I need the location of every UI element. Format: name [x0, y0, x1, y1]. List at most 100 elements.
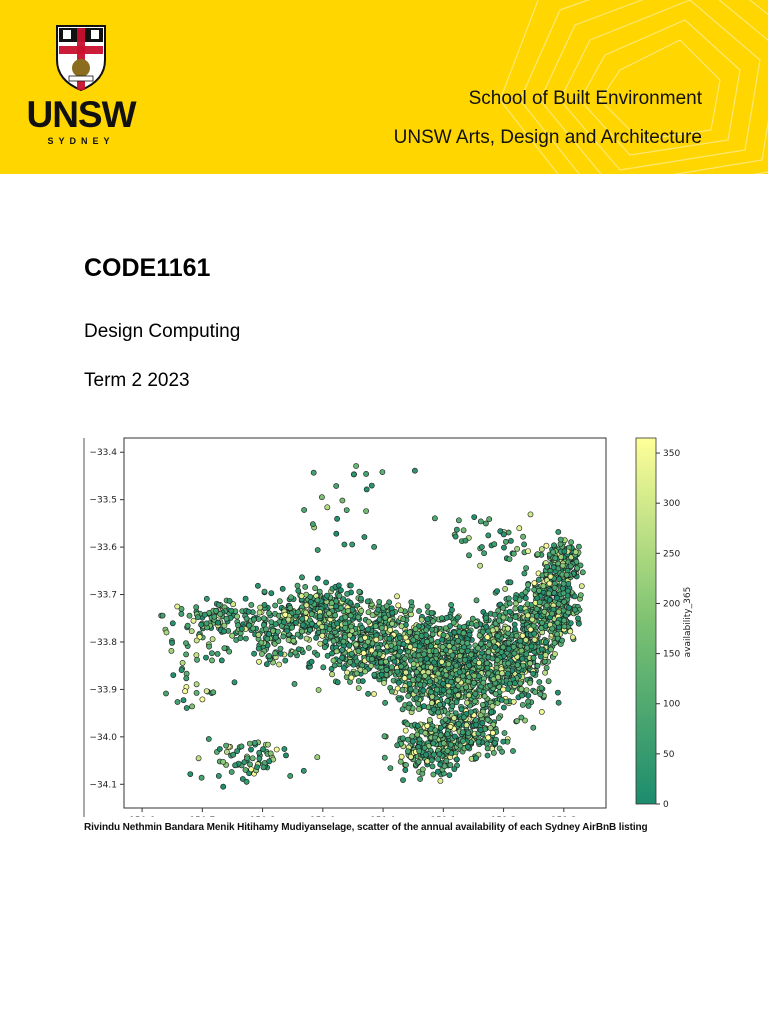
scatter-point [402, 669, 409, 676]
scatter-point [256, 755, 263, 762]
scatter-point [402, 634, 409, 641]
scatter-point [476, 659, 482, 666]
scatter-point [245, 608, 252, 615]
scatter-point [287, 651, 294, 658]
scatter-point [379, 469, 386, 475]
scatter-point [440, 740, 447, 747]
scatter-point [266, 631, 272, 637]
scatter-point [368, 647, 375, 654]
scatter-point [365, 618, 372, 625]
scatter-point [485, 734, 492, 741]
scatter-point [437, 777, 444, 784]
scatter-point [479, 628, 486, 635]
scatter-point [182, 688, 188, 695]
scatter-point [169, 639, 175, 646]
scatter-point [521, 541, 527, 548]
scatter-point [536, 599, 543, 606]
scatter-point [502, 585, 508, 592]
scatter-point [178, 610, 185, 617]
scatter-point [347, 612, 354, 619]
scatter-point [414, 722, 421, 729]
scatter-point [527, 626, 534, 633]
scatter-point [382, 614, 389, 621]
scatter-point [440, 632, 447, 638]
colorbar-tick-label: 150 [663, 650, 680, 660]
scatter-point [294, 582, 301, 589]
scatter-point [332, 612, 339, 619]
scatter-point [471, 672, 478, 679]
x-tick-label: 150.9 [310, 816, 336, 817]
x-tick-label: 151.3 [551, 816, 577, 817]
scatter-point [579, 569, 586, 576]
scatter-point [546, 580, 553, 587]
scatter-point [519, 701, 526, 708]
scatter-point [363, 471, 369, 477]
colorbar-ticks: 0 50 100 150 200 250 300 350 [656, 449, 680, 810]
scatter-point [486, 516, 493, 523]
scatter-point [558, 554, 564, 560]
scatter-point [383, 603, 390, 609]
scatter-point [438, 658, 445, 665]
scatter-point [441, 763, 448, 770]
scatter-point [223, 615, 230, 622]
scatter-point [189, 703, 195, 710]
scatter-point [428, 700, 435, 706]
scatter-point [389, 609, 396, 616]
scatter-point [454, 614, 461, 621]
scatter-point [362, 668, 369, 675]
scatter-point [343, 507, 350, 513]
scatter-point [490, 749, 497, 756]
scatter-point [525, 548, 531, 554]
scatter-point [495, 633, 501, 639]
scatter-point [414, 731, 421, 738]
scatter-point [500, 738, 507, 745]
scatter-point [402, 727, 409, 734]
scatter-point [488, 709, 495, 715]
scatter-point [510, 643, 517, 650]
scatter-point [364, 638, 371, 645]
scatter-point [258, 639, 265, 646]
scatter-point [439, 644, 446, 650]
scatter-point [398, 623, 405, 630]
scatter-point [314, 547, 321, 553]
scatter-point [250, 625, 256, 632]
scatter-point [362, 634, 368, 641]
scatter-point [497, 528, 504, 535]
scatter-point [308, 620, 315, 627]
scatter-point [567, 563, 574, 570]
scatter-point [490, 638, 497, 645]
x-tick-label: 151.0 [370, 816, 396, 817]
scatter-point [453, 526, 460, 533]
scatter-point [308, 611, 315, 618]
scatter-point [546, 597, 553, 603]
scatter-point [491, 541, 498, 548]
unsw-logo-subtext: SYDNEY [47, 136, 115, 146]
scatter-point [472, 717, 479, 724]
scatter-point [421, 703, 427, 710]
scatter-point [485, 649, 492, 655]
scatter-point [381, 733, 388, 740]
scatter-point [480, 679, 487, 686]
scatter-point [461, 623, 467, 630]
scatter-point [554, 619, 561, 626]
scatter-point [208, 650, 215, 657]
scatter-point [513, 632, 520, 639]
scatter-point [360, 650, 367, 656]
scatter-point [533, 606, 540, 612]
scatter-point [405, 704, 412, 711]
scatter-point [340, 596, 347, 603]
scatter-point [465, 730, 472, 736]
scatter-point [563, 571, 570, 578]
scatter-point [273, 746, 280, 753]
scatter-point [338, 605, 344, 611]
course-name: Design Computing [84, 321, 241, 342]
scatter-point [183, 705, 190, 711]
scatter-point [238, 625, 245, 632]
scatter-point [255, 645, 262, 652]
scatter-point [435, 670, 442, 677]
scatter-point [511, 626, 518, 633]
scatter-point [469, 615, 476, 622]
scatter-point [560, 580, 567, 587]
scatter-point [413, 669, 420, 676]
scatter-point [502, 538, 509, 545]
